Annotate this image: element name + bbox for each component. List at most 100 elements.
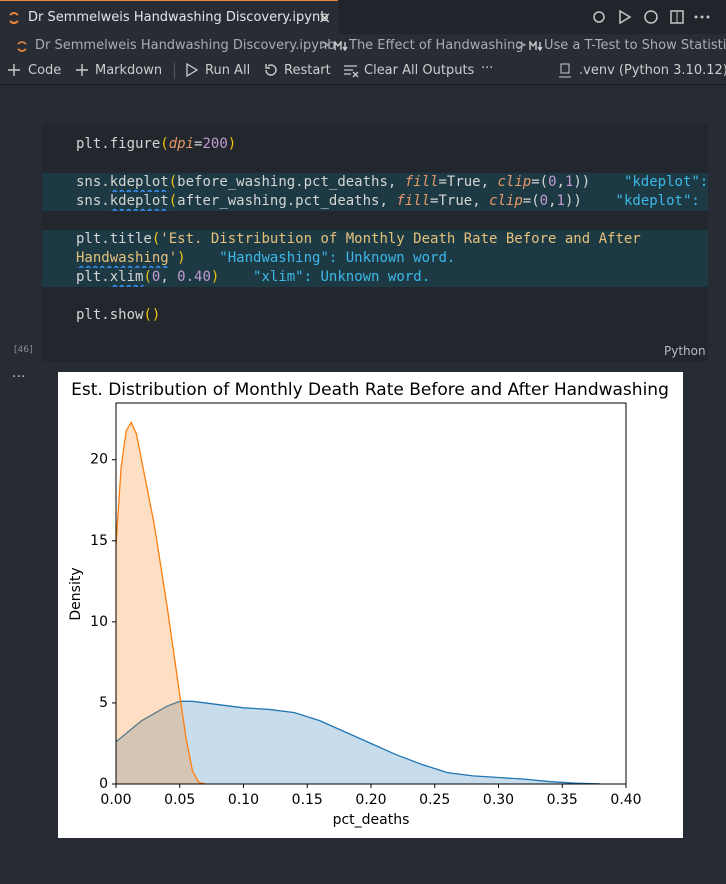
breadcrumb: Dr Semmelweis Handwashing Discovery.ipyn… [0, 34, 726, 58]
y-tick-label: 0 [99, 776, 108, 792]
code-token: after_washing.pct_deaths, [177, 193, 397, 209]
code-token: , [556, 174, 565, 190]
code-token: , [160, 269, 178, 285]
code-token: =( [531, 174, 549, 190]
code-token: , [548, 193, 557, 209]
restart-button[interactable]: Restart [284, 63, 331, 78]
code-line: plt.xlim(0, 0.40) "xlim": Unknown word. [42, 268, 708, 287]
code-token: ( [168, 193, 178, 209]
code-line: plt.title('Est. Distribution of Monthly … [42, 230, 708, 249]
code-token: plt. [76, 269, 110, 285]
breadcrumb-item[interactable]: Dr Semmelweis Handwashing Discovery.ipyn… [35, 38, 336, 53]
y-axis-label: Density [68, 567, 84, 620]
code-line: Handwashing') "Handwashing": Unknown wor… [42, 249, 708, 268]
markdown-icon [334, 41, 348, 51]
breadcrumb-item[interactable]: The Effect of Handwashing [349, 38, 524, 53]
code-line: plt.show() [76, 306, 708, 325]
code-token: clip [497, 174, 532, 190]
code-token: ) [177, 250, 186, 266]
code-token: sns. [76, 193, 110, 209]
markdown-icon [529, 41, 543, 51]
code-token: ) [210, 269, 220, 285]
tab-title: Dr Semmelweis Handwashing Discovery.ipyn… [28, 10, 329, 25]
add-markdown-button[interactable]: Markdown [95, 63, 163, 78]
jupyter-icon [17, 41, 27, 52]
code-token: "kdeplot": Unknown word. [615, 193, 700, 209]
tab-close[interactable]: × [318, 8, 332, 27]
code-token: kdeplot [109, 174, 169, 190]
y-tick-label: 5 [99, 695, 108, 711]
code-token: plt.show [76, 307, 144, 323]
code-token: "kdeplot": Unknown word. [623, 174, 708, 190]
plus-icon [76, 64, 88, 76]
x-tick-label: 0.05 [164, 792, 195, 808]
editor-actions[interactable] [590, 9, 720, 27]
y-tick-label: 20 [90, 452, 108, 468]
run-all-button[interactable]: Run All [205, 63, 251, 78]
x-tick-label: 0.15 [292, 792, 323, 808]
code-token: 1 [556, 193, 565, 209]
x-tick-label: 0.20 [355, 792, 386, 808]
breadcrumb-item[interactable]: Use a T-Test to Show Statistica [544, 38, 726, 53]
code-token: before_washing.pct_deaths, [177, 174, 405, 190]
code-token: ( [168, 174, 178, 190]
tab-bar: Dr Semmelweis Handwashing Discovery.ipyn… [0, 0, 726, 34]
code-token: clip [489, 193, 523, 209]
output-menu[interactable]: ··· [12, 369, 26, 385]
code-token: = [194, 136, 203, 152]
cell-language[interactable]: Python [664, 344, 706, 358]
code-token: plt.title [76, 231, 152, 247]
more-button[interactable]: ··· [481, 61, 494, 76]
code-token: ) [227, 136, 237, 152]
code-token: kdeplot [109, 193, 169, 209]
code-token: 0 [548, 174, 557, 190]
code-token: sns. [76, 174, 110, 190]
x-tick-label: 0.30 [483, 792, 514, 808]
code-token: )) [573, 174, 591, 190]
code-token: ( [151, 231, 161, 247]
code-token: Handwashing [76, 250, 169, 266]
kernel-picker[interactable]: .venv (Python 3.10.12) [579, 63, 726, 78]
code-token: 200 [202, 136, 228, 152]
add-code-button[interactable]: Code [28, 63, 62, 78]
code-token: ' [168, 250, 178, 266]
code-token: fill [404, 174, 439, 190]
code-token: 'Est. Distribution of Monthly Death Rate… [160, 231, 641, 247]
code-line: sns.kdeplot(before_washing.pct_deaths, f… [42, 173, 708, 192]
code-token: dpi [168, 136, 195, 152]
code-cell[interactable]: plt.figure(dpi=200) sns.kdeplot(before_wa… [42, 124, 708, 362]
density-area [116, 422, 206, 784]
code-token: 0 [539, 193, 549, 209]
code-token: ( [160, 136, 169, 152]
kernel-icon [559, 63, 571, 78]
code-token: 0.40 [177, 269, 211, 285]
code-line [76, 154, 708, 173]
x-tick-label: 0.40 [610, 792, 641, 808]
x-axis-label: pct_deaths [333, 812, 410, 828]
code-line: plt.figure(dpi=200) [76, 135, 708, 154]
run-icon [186, 63, 199, 77]
x-tick-label: 0.35 [547, 792, 578, 808]
y-tick-label: 10 [90, 614, 108, 630]
cell-output: Est. Distribution of Monthly Death Rate … [58, 372, 683, 838]
chart: Est. Distribution of Monthly Death Rate … [68, 380, 669, 828]
x-tick-label: 0.10 [228, 792, 259, 808]
editor-tab[interactable]: Dr Semmelweis Handwashing Discovery.ipyn… [0, 0, 338, 34]
code-line: sns.kdeplot(after_washing.pct_deaths, fi… [42, 192, 708, 211]
code-token: () [143, 307, 161, 323]
x-tick-label: 0.00 [100, 792, 131, 808]
density-area [116, 701, 601, 784]
code-token: "xlim": Unknown word. [219, 269, 431, 285]
code-token: =True, [430, 193, 490, 209]
jupyter-icon [9, 12, 19, 24]
code-token: =( [522, 193, 540, 209]
density-line [115, 421, 206, 785]
code-token: plt.figure [76, 136, 161, 152]
y-tick-label: 15 [90, 533, 108, 549]
density-line [115, 700, 601, 785]
code-token: fill [396, 193, 431, 209]
clear-outputs-button[interactable]: Clear All Outputs [364, 63, 475, 78]
code-token: =True, [438, 174, 498, 190]
execution-count: [46] [14, 345, 33, 355]
